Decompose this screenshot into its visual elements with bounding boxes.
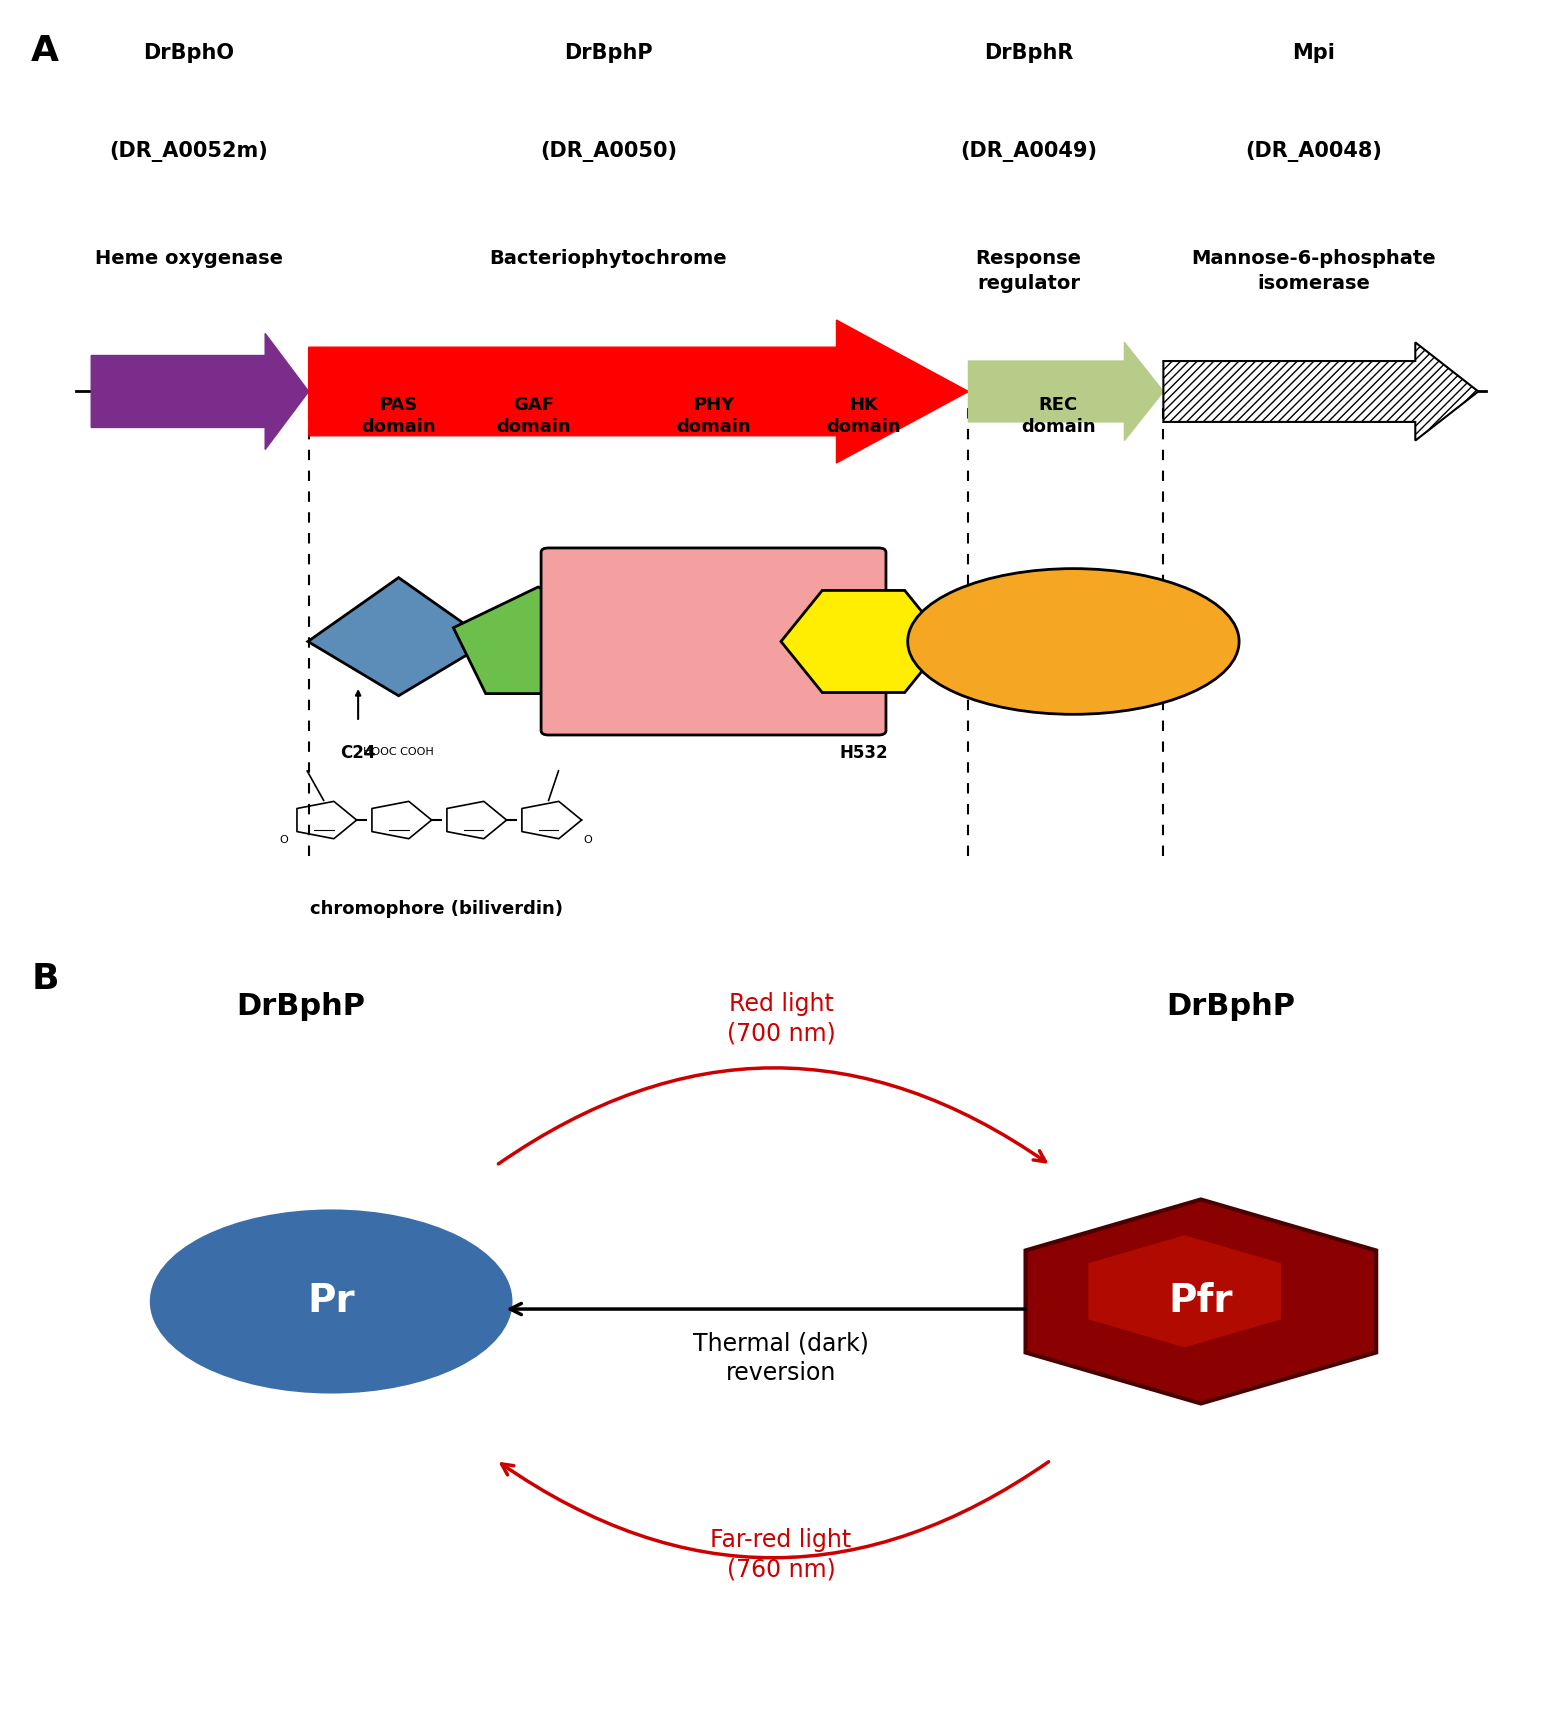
Polygon shape — [309, 319, 968, 464]
Ellipse shape — [908, 568, 1239, 714]
Circle shape — [152, 1210, 511, 1392]
Polygon shape — [453, 587, 623, 694]
Text: PHY
domain: PHY domain — [676, 397, 751, 436]
Polygon shape — [1089, 1235, 1281, 1348]
Text: Mpi: Mpi — [1292, 43, 1336, 64]
Text: chromophore (biliverdin): chromophore (biliverdin) — [309, 900, 562, 919]
Text: B: B — [31, 962, 59, 996]
Text: H532: H532 — [839, 743, 887, 762]
Text: DrBphP: DrBphP — [1167, 992, 1295, 1020]
Text: C24: C24 — [341, 743, 376, 762]
Text: O: O — [280, 834, 289, 845]
Text: Red light
(700 nm): Red light (700 nm) — [726, 992, 836, 1046]
Text: REC
domain: REC domain — [1022, 397, 1095, 436]
Text: DrBphP: DrBphP — [237, 992, 366, 1020]
Text: PAS
domain: PAS domain — [361, 397, 436, 436]
Text: +: + — [1168, 630, 1181, 644]
Text: Pfr: Pfr — [1168, 1283, 1232, 1320]
Text: HK
domain: HK domain — [826, 397, 901, 436]
Text: Thermal (dark)
reversion: Thermal (dark) reversion — [694, 1332, 868, 1386]
Polygon shape — [308, 577, 489, 695]
Polygon shape — [91, 333, 309, 450]
Text: Far-red light
(760 nm): Far-red light (760 nm) — [711, 1528, 851, 1581]
Polygon shape — [1026, 1200, 1376, 1403]
Text: O: O — [584, 834, 592, 845]
Polygon shape — [1164, 342, 1478, 441]
Text: Pr: Pr — [308, 1283, 355, 1320]
Polygon shape — [968, 342, 1164, 441]
Text: (DR_A0052m): (DR_A0052m) — [109, 141, 269, 163]
Text: Response
regulator: Response regulator — [975, 249, 1081, 292]
Text: DrBphR: DrBphR — [984, 43, 1073, 64]
Text: Bacteriophytochrome: Bacteriophytochrome — [490, 249, 728, 268]
Text: Heme oxygenase: Heme oxygenase — [95, 249, 283, 268]
Text: Mannose-6-phosphate
isomerase: Mannose-6-phosphate isomerase — [1190, 249, 1435, 292]
Text: A: A — [31, 34, 59, 69]
Text: DrBphO: DrBphO — [144, 43, 234, 64]
Text: HOOC COOH: HOOC COOH — [364, 747, 434, 757]
Text: GAF
domain: GAF domain — [497, 397, 570, 436]
Polygon shape — [781, 591, 947, 692]
Text: DrBphP: DrBphP — [564, 43, 653, 64]
Text: (DR_A0048): (DR_A0048) — [1245, 141, 1382, 163]
FancyBboxPatch shape — [540, 548, 886, 735]
Text: (DR_A0050): (DR_A0050) — [540, 141, 676, 163]
Text: (DR_A0049): (DR_A0049) — [961, 141, 1097, 163]
